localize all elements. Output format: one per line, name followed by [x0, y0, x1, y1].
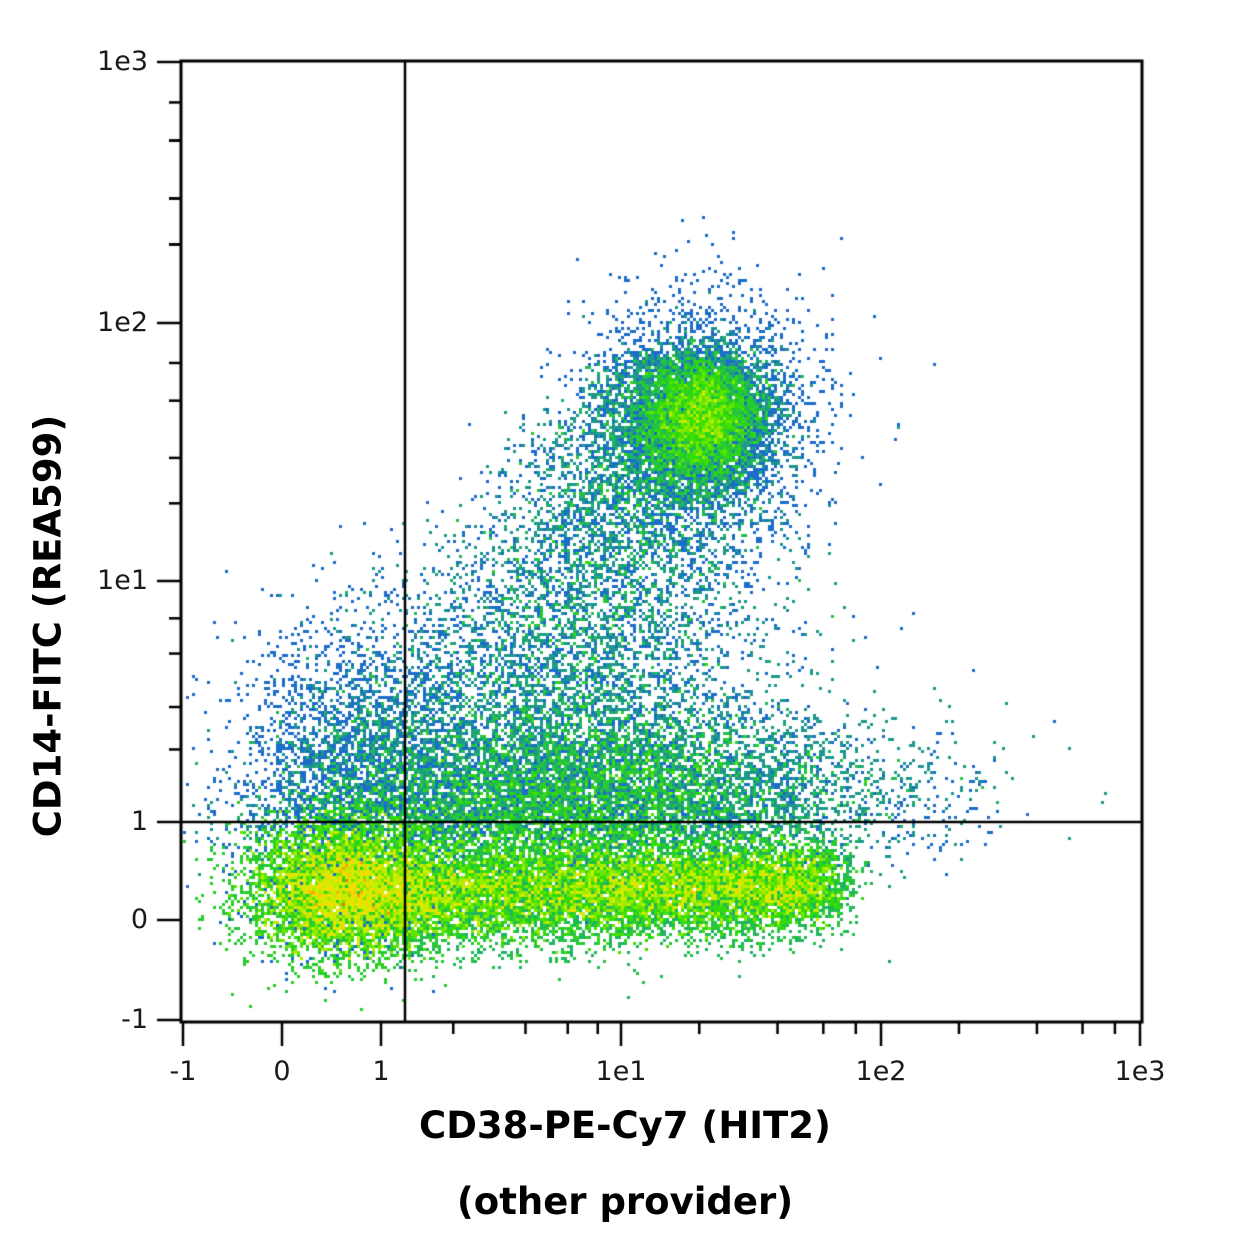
y-tick-label: 1 [130, 806, 148, 837]
x-tick-label: 1e1 [595, 1056, 647, 1087]
x-axis-subtitle: (other provider) [456, 1180, 794, 1223]
y-tick-label: -1 [121, 1004, 148, 1035]
y-tick-label: 1e2 [97, 307, 148, 338]
y-tick-label: 0 [130, 904, 148, 935]
y-axis-title: CD14-FITC (REA599) [26, 414, 70, 838]
x-tick-label: -1 [169, 1056, 197, 1087]
y-tick-label: 1e1 [97, 565, 148, 596]
x-axis-title: CD38-PE-Cy7 (HIT2) [419, 1104, 831, 1147]
y-tick-label: 1e3 [97, 46, 148, 77]
x-tick-label: 0 [273, 1056, 291, 1087]
x-tick-label: 1e2 [855, 1056, 907, 1087]
x-tick-label: 1 [372, 1056, 390, 1087]
x-tick-label: 1e3 [1114, 1056, 1166, 1087]
